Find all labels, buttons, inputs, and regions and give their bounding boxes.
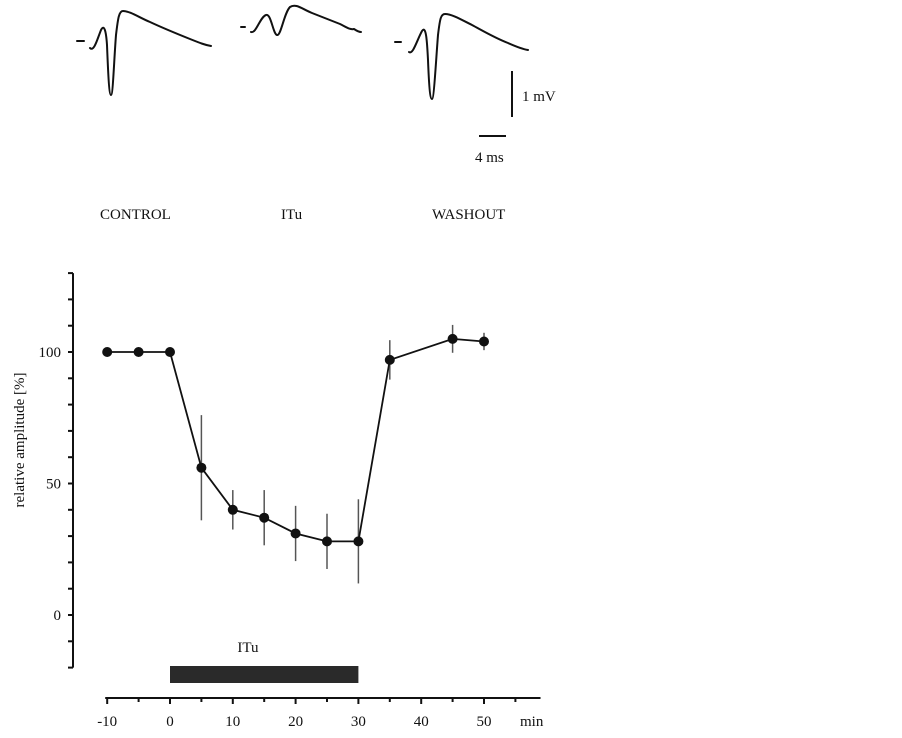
data-point <box>290 528 301 539</box>
sample-traces: 1 mV 4 ms CONTROL ITu WASHOUT <box>76 4 556 223</box>
y-tick-label: 50 <box>46 477 61 493</box>
data-point <box>196 462 207 473</box>
voltage-scale-label: 1 mV <box>522 89 556 105</box>
y-tick-label: 0 <box>54 608 62 624</box>
data-point <box>479 336 489 347</box>
data-point <box>384 354 395 365</box>
washout-trace <box>394 13 529 100</box>
data-point <box>102 347 113 357</box>
control-trace <box>76 10 212 96</box>
amplitude-chart: relative amplitude [%] min ITu 050100-10… <box>12 272 544 730</box>
data-point <box>227 504 238 515</box>
x-tick-label: 0 <box>166 714 174 730</box>
x-tick-label: 20 <box>288 714 303 730</box>
x-axis-label: min <box>520 714 544 730</box>
x-tick-label: 30 <box>351 714 366 730</box>
application-period-bar <box>170 666 359 683</box>
y-tick-label: 100 <box>39 345 62 361</box>
itu-trace <box>240 4 362 37</box>
series-line <box>107 337 485 543</box>
data-point <box>447 333 458 344</box>
trace-label-control: CONTROL <box>100 207 171 223</box>
time-scale-label: 4 ms <box>475 150 504 166</box>
data-point <box>353 536 364 547</box>
x-tick-label: -10 <box>97 714 117 730</box>
data-point <box>322 536 332 547</box>
annotation-label: ITu <box>237 640 259 656</box>
data-point <box>133 347 144 357</box>
data-point <box>165 347 175 357</box>
data-point <box>259 512 270 523</box>
y-axis-label: relative amplitude [%] <box>12 373 28 508</box>
x-tick-label: 10 <box>225 714 240 730</box>
trace-label-washout: WASHOUT <box>432 207 505 223</box>
trace-label-itu: ITu <box>281 207 303 223</box>
x-tick-label: 40 <box>414 714 429 730</box>
x-tick-label: 50 <box>477 714 492 730</box>
